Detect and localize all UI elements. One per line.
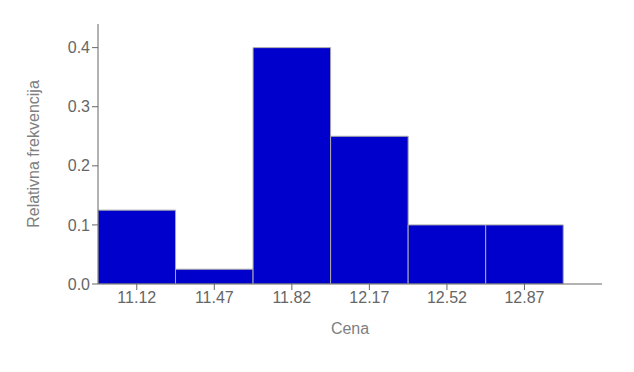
svg-text:12.17: 12.17 xyxy=(349,289,389,306)
svg-text:12.87: 12.87 xyxy=(504,289,544,306)
svg-text:0.4: 0.4 xyxy=(68,39,90,56)
svg-text:0.0: 0.0 xyxy=(68,276,90,293)
svg-text:0.3: 0.3 xyxy=(68,98,90,115)
svg-text:Relativna frekvencija: Relativna frekvencija xyxy=(25,80,42,228)
svg-text:11.12: 11.12 xyxy=(117,289,156,306)
svg-text:12.52: 12.52 xyxy=(427,289,467,306)
svg-text:0.1: 0.1 xyxy=(68,217,90,234)
svg-text:Cena: Cena xyxy=(331,320,369,337)
svg-text:0.2: 0.2 xyxy=(68,157,90,174)
svg-text:11.82: 11.82 xyxy=(272,289,311,306)
svg-text:11.47: 11.47 xyxy=(195,289,234,306)
